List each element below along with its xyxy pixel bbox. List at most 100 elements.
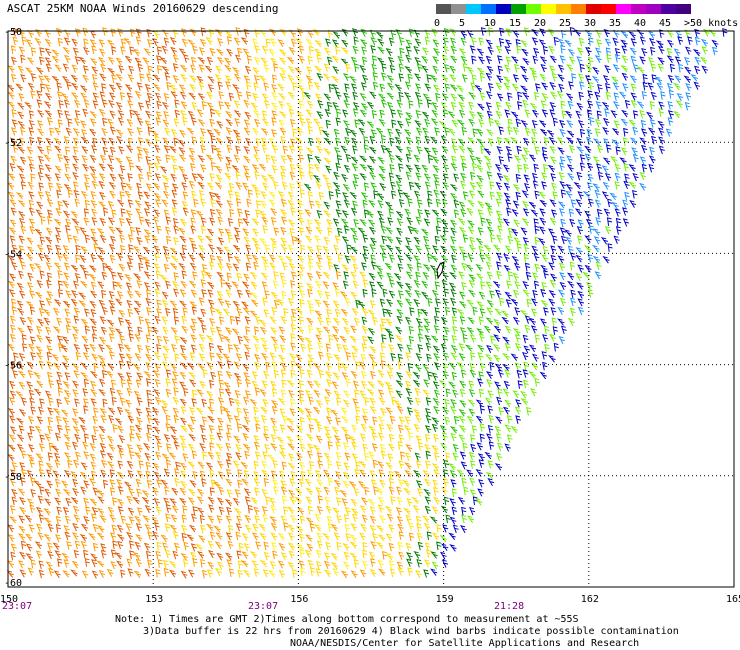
wind-barb xyxy=(79,264,87,273)
wind-barb xyxy=(190,162,196,172)
wind-barb xyxy=(513,262,521,271)
wind-barb xyxy=(332,66,340,74)
wind-barb xyxy=(501,316,509,325)
wind-barb xyxy=(98,569,106,578)
wind-barb xyxy=(10,469,17,478)
wind-barb xyxy=(352,145,358,155)
wind-barb xyxy=(189,262,197,271)
wind-barb xyxy=(233,508,242,516)
wind-barb xyxy=(234,389,241,399)
wind-barb xyxy=(36,279,43,289)
wind-barb xyxy=(127,415,135,424)
wind-barb xyxy=(145,100,152,109)
wind-barb xyxy=(104,344,113,352)
wind-barb xyxy=(47,407,54,416)
wind-barb xyxy=(589,117,595,126)
wind-barb xyxy=(200,270,207,279)
wind-barb xyxy=(242,228,250,237)
wind-barb xyxy=(72,408,79,417)
wind-barb xyxy=(242,165,250,174)
wind-barb xyxy=(549,279,557,288)
wind-barb xyxy=(602,181,610,190)
wind-barb xyxy=(97,57,106,65)
wind-barb xyxy=(341,317,349,326)
wind-barb xyxy=(29,425,35,435)
wind-barb xyxy=(524,109,531,118)
wind-barb xyxy=(97,246,105,255)
wind-barb xyxy=(579,128,586,138)
wind-barb xyxy=(478,245,485,255)
wind-barb xyxy=(279,272,286,282)
wind-barb xyxy=(513,289,520,299)
wind-barb xyxy=(312,28,320,37)
wind-barb xyxy=(396,516,404,525)
wind-barb xyxy=(254,353,261,363)
wind-barb xyxy=(179,462,187,471)
wind-barb xyxy=(53,145,62,154)
wind-barb xyxy=(156,335,163,345)
wind-barb xyxy=(639,182,647,191)
wind-barb xyxy=(648,163,655,173)
wind-barb xyxy=(56,91,63,100)
wind-barb xyxy=(34,228,43,237)
wind-barb xyxy=(566,130,575,138)
wind-barb xyxy=(412,371,421,380)
wind-barb xyxy=(586,109,593,119)
wind-barb xyxy=(594,47,602,56)
wind-barb xyxy=(448,463,456,471)
wind-barb xyxy=(56,252,63,261)
wind-barb xyxy=(414,414,422,423)
wind-barb xyxy=(135,379,142,388)
wind-barb xyxy=(190,543,197,552)
wind-barb xyxy=(118,217,125,227)
wind-barb xyxy=(233,435,241,444)
wind-barb xyxy=(396,281,404,289)
wind-barb xyxy=(515,38,521,48)
wind-barb xyxy=(182,117,188,126)
wind-barb xyxy=(489,234,496,243)
wind-barb xyxy=(111,497,118,506)
wind-barb xyxy=(416,532,423,542)
wind-barb xyxy=(397,55,404,65)
wind-barb xyxy=(261,506,268,515)
wind-barb xyxy=(305,235,313,243)
wind-barb xyxy=(511,208,519,217)
wind-barb xyxy=(587,198,594,207)
wind-barb xyxy=(468,380,475,389)
wind-barb xyxy=(55,207,62,217)
wind-barb xyxy=(396,227,403,236)
wind-barb xyxy=(426,353,432,363)
wind-barb xyxy=(395,326,403,335)
wind-barb xyxy=(341,28,349,37)
wind-barb xyxy=(188,371,196,380)
wind-barb xyxy=(19,156,27,165)
wind-barb xyxy=(64,173,71,182)
wind-barb xyxy=(33,371,41,380)
wind-barb xyxy=(147,326,153,336)
wind-barb xyxy=(460,180,467,190)
wind-barb xyxy=(254,171,260,180)
wind-barb xyxy=(89,154,97,163)
wind-barb xyxy=(396,109,404,118)
wind-barb xyxy=(440,255,449,263)
wind-barb xyxy=(98,343,105,353)
wind-barb xyxy=(476,48,484,56)
wind-barb xyxy=(224,300,232,309)
wind-barb xyxy=(182,191,189,200)
wind-barb xyxy=(273,280,279,290)
wind-barb xyxy=(283,506,289,515)
wind-barb xyxy=(315,137,323,146)
wind-barb xyxy=(541,146,548,156)
wind-barb xyxy=(483,148,492,156)
wind-barb xyxy=(123,37,132,46)
wind-barb xyxy=(559,262,566,272)
wind-barb xyxy=(407,198,413,207)
wind-barb xyxy=(543,270,549,279)
wind-barb xyxy=(190,551,197,561)
wind-barb xyxy=(271,243,278,252)
wind-barb xyxy=(28,191,35,200)
wind-barb xyxy=(524,324,531,334)
wind-barb xyxy=(83,480,90,489)
wind-barb xyxy=(365,210,374,218)
wind-barb xyxy=(424,244,431,253)
